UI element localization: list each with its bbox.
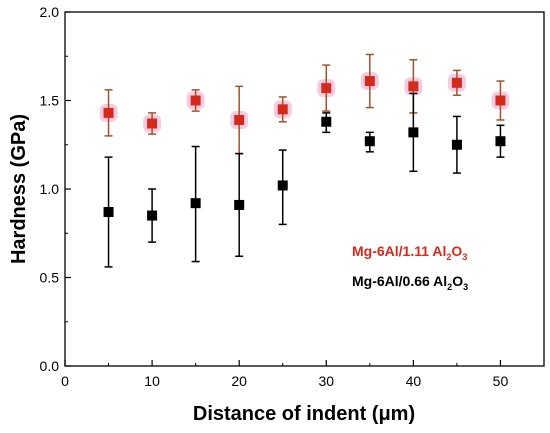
legend-entry-1: Mg-6Al/1.11 Al2O3 — [352, 243, 467, 262]
y-tick-label: 1.0 — [40, 181, 60, 197]
legend: Mg-6Al/1.11 Al2O3 Mg-6Al/0.66 Al2O3 — [352, 243, 468, 292]
y-axis-title: Hardness (GPa) — [8, 114, 30, 264]
data-point — [190, 95, 201, 106]
y-tick-label: 0.5 — [40, 270, 60, 286]
x-tick-label: 40 — [406, 373, 422, 389]
x-axis-ticks: 0 10 20 30 40 50 — [61, 360, 508, 389]
legend-entry-1-tail: O — [451, 243, 462, 259]
legend-entry-1-sub2: 3 — [462, 252, 467, 262]
legend-entry-2: Mg-6Al/0.66 Al2O3 — [352, 273, 468, 292]
x-tick-label: 20 — [231, 373, 247, 389]
data-point — [277, 180, 288, 191]
data-point — [495, 136, 506, 147]
legend-entry-2-tail: O — [452, 273, 463, 289]
data-point — [451, 77, 462, 88]
data-point — [495, 95, 506, 106]
data-series-layer — [99, 53, 510, 268]
data-point — [364, 136, 375, 147]
y-tick-label: 0.0 — [40, 358, 60, 374]
x-tick-label: 10 — [144, 373, 160, 389]
x-tick-label: 0 — [61, 373, 69, 389]
y-tick-label: 2.0 — [40, 4, 60, 20]
x-tick-label: 50 — [493, 373, 509, 389]
y-axis-ticks: 0.0 0.5 1.0 1.5 2.0 — [40, 4, 71, 374]
x-tick-label: 30 — [318, 373, 334, 389]
data-point — [234, 114, 245, 125]
legend-entry-1-main: Mg-6Al/1.11 Al — [352, 243, 446, 259]
data-point — [147, 118, 158, 129]
x-axis-title: Distance of indent (μm) — [193, 403, 415, 425]
legend-entry-2-main: Mg-6Al/0.66 Al — [352, 273, 447, 289]
data-point — [408, 81, 419, 92]
data-point — [321, 116, 332, 127]
plot-frame — [64, 11, 545, 367]
series-2 — [103, 92, 506, 268]
data-point — [234, 199, 245, 210]
legend-entry-2-sub: 2 — [447, 282, 452, 292]
data-point — [364, 76, 375, 87]
data-point — [408, 127, 419, 138]
legend-entry-2-sub2: 3 — [463, 282, 468, 292]
data-point — [147, 210, 158, 221]
series-1 — [99, 53, 510, 155]
legend-entry-1-sub: 2 — [446, 252, 451, 262]
y-tick-label: 1.5 — [40, 93, 60, 109]
data-point — [321, 83, 332, 94]
data-point — [451, 139, 462, 150]
data-point — [103, 207, 114, 218]
data-point — [190, 198, 201, 209]
data-point — [103, 107, 114, 118]
data-point — [277, 104, 288, 115]
